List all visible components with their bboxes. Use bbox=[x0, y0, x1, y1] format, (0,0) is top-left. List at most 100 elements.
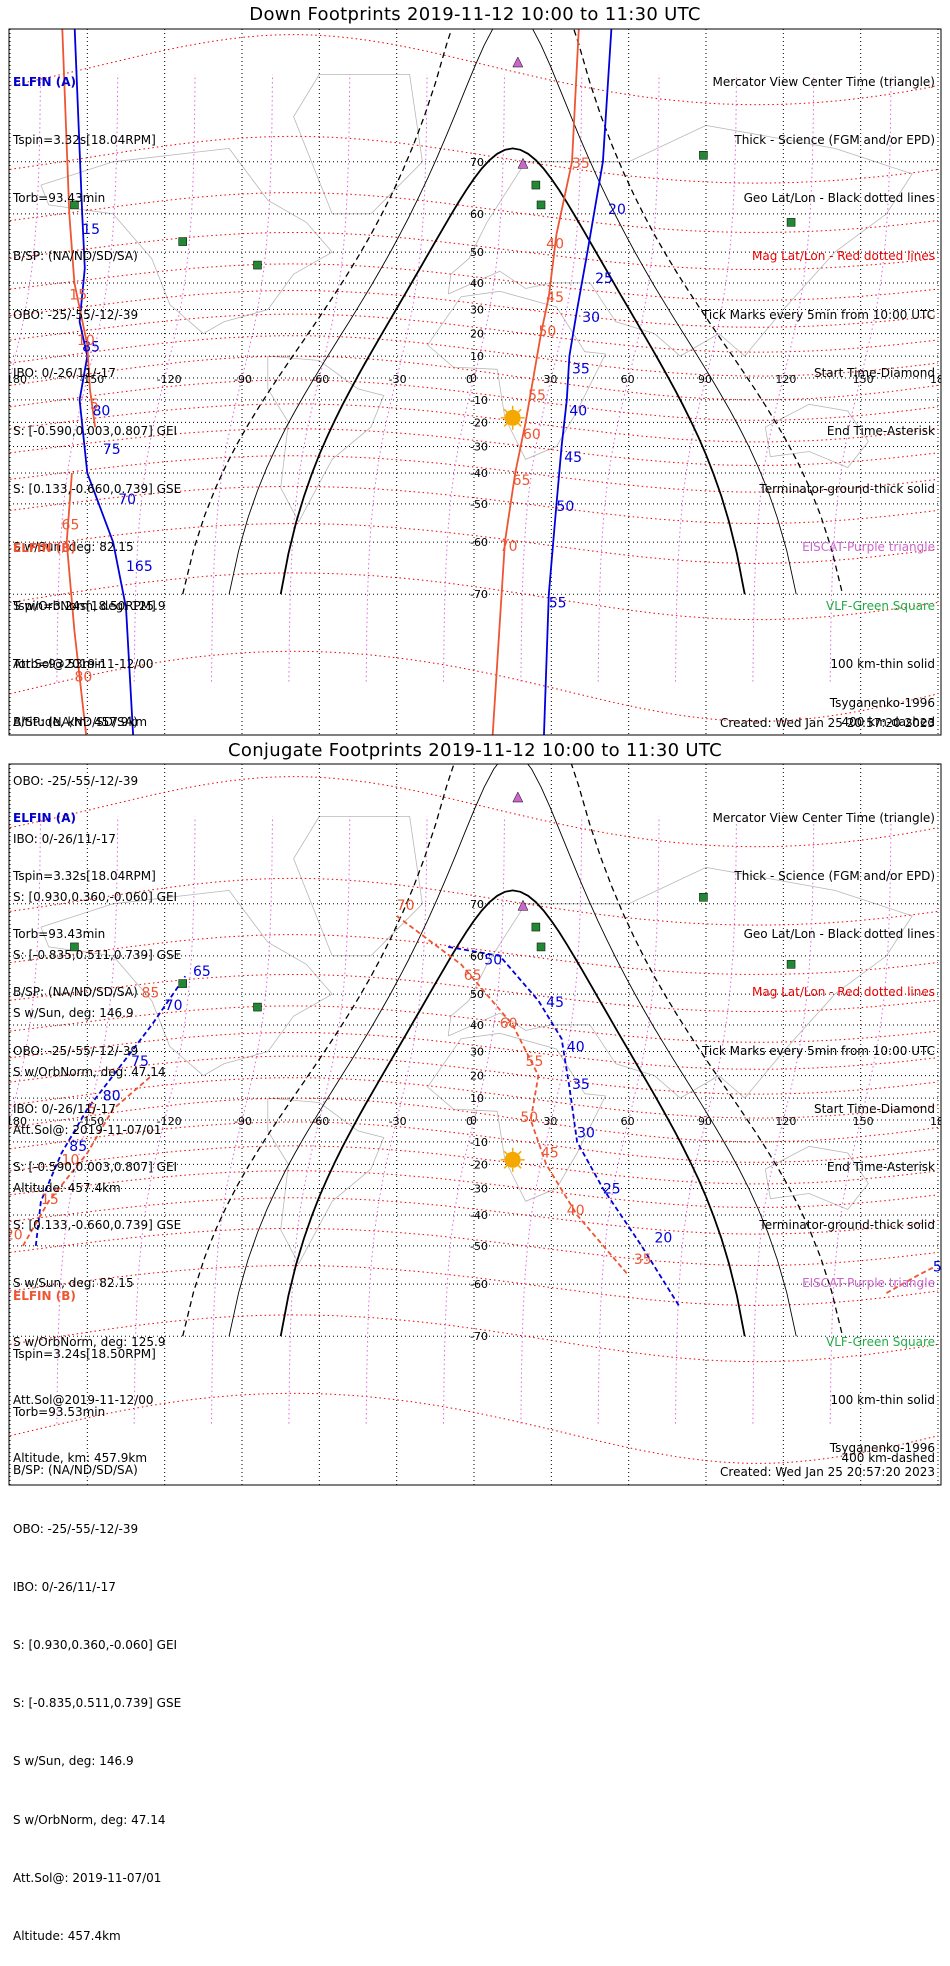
legend-line: Tick Marks every 5min from 10:00 UTC bbox=[701, 307, 935, 322]
mag-meridian bbox=[675, 74, 737, 682]
elfin-b-tick-label: 85 bbox=[141, 985, 159, 1001]
geo-grid bbox=[9, 764, 941, 1485]
elfin-b-tick-label: 50 bbox=[538, 324, 556, 340]
info-line: B/SP: (NA/ND/SD/SA) bbox=[13, 715, 138, 730]
legend-line: 100 km-thin solid bbox=[830, 656, 935, 671]
elfin-b-tick-label: 10 bbox=[62, 1152, 80, 1168]
elfin-a-tick-label: 70 bbox=[165, 998, 183, 1014]
info-line: IBO: 0/-26/11/-17 bbox=[13, 1579, 116, 1594]
lat-tick-label: -60 bbox=[470, 1278, 488, 1291]
terminator-100km bbox=[228, 764, 797, 1337]
info-line: IBO: 0/-26/11/-17 bbox=[13, 1101, 116, 1116]
sun-ray bbox=[503, 422, 508, 427]
map-frame bbox=[8, 28, 942, 736]
mag-parallel bbox=[9, 776, 939, 848]
center-time-triangle bbox=[512, 791, 524, 803]
info-line: Torb=93.53min bbox=[13, 1405, 106, 1420]
terminator-400km bbox=[182, 764, 844, 1337]
lat-tick-label: 40 bbox=[470, 1019, 484, 1032]
info-line: Tspin=3.24s[18.50RPM] bbox=[13, 599, 156, 614]
info-line: Att.Sol@2019-11-12/00 bbox=[13, 1392, 154, 1407]
info-line: Altitude: 457.4km bbox=[13, 1181, 121, 1196]
lon-tick-label: 90 bbox=[698, 373, 712, 386]
map-layers: 1585807570165202530354045505535404550556… bbox=[9, 29, 941, 735]
elfin-b-name: ELFIN (B) bbox=[13, 1288, 76, 1303]
panel-1-model: Tsyganenko-1996 bbox=[829, 696, 935, 710]
vlf-square bbox=[536, 200, 546, 210]
elfin-a-tick-label: 80 bbox=[92, 404, 110, 420]
sun-ray bbox=[503, 1150, 508, 1155]
legend-line: VLF-Green Square bbox=[826, 1334, 935, 1349]
info-line: OBO: -25/-55/-12/-39 bbox=[13, 307, 139, 322]
info-line: S: [0.930,0.360,-0.060] GEI bbox=[13, 1638, 178, 1653]
elfin-a-track-east bbox=[543, 29, 613, 735]
lat-tick-label: 70 bbox=[470, 898, 484, 911]
elfin-a-tick-label: 85 bbox=[69, 1139, 87, 1155]
legend-line: EISCAT-Purple triangle bbox=[802, 1276, 935, 1291]
lon-tick-label: -30 bbox=[389, 373, 407, 386]
lat-tick-label: 70 bbox=[470, 156, 484, 169]
lat-tick-label: -20 bbox=[470, 1158, 488, 1171]
elfin-b-tick-label: 20 bbox=[5, 1227, 23, 1243]
vlf-square bbox=[699, 151, 708, 160]
elfin-b-track-far-east bbox=[885, 1266, 934, 1294]
info-line: OBO: -25/-55/-12/-39 bbox=[13, 1521, 139, 1536]
mag-meridian bbox=[133, 816, 196, 1424]
vlf-square bbox=[531, 922, 541, 932]
elfin-b-tick-label: 35 bbox=[572, 156, 590, 172]
mag-parallel bbox=[9, 650, 939, 722]
elfin-a-tick-label: 50 bbox=[556, 499, 574, 515]
panel-2-model: Tsyganenko-1996 bbox=[829, 1441, 935, 1455]
panel-2-created: Created: Wed Jan 25 20:57:20 2023 bbox=[720, 1465, 935, 1479]
elfin-b-track-east bbox=[396, 915, 630, 1277]
mag-parallel bbox=[9, 1392, 939, 1464]
elfin-b-tick-label: 55 bbox=[526, 1054, 544, 1070]
legend-line: Tick Marks every 5min from 10:00 UTC bbox=[701, 1043, 935, 1058]
mag-meridian bbox=[520, 74, 583, 682]
elfin-b-tick-label: 65 bbox=[62, 518, 80, 534]
elfin-b-tick-label: 60 bbox=[500, 1016, 518, 1032]
coastline-2 bbox=[427, 1032, 607, 1202]
legend-line: Terminator-ground-thick solid bbox=[759, 482, 935, 497]
coastlines bbox=[40, 74, 913, 523]
elfin-a-tick-label: 20 bbox=[654, 1231, 672, 1247]
coastline-2 bbox=[427, 290, 607, 460]
info-line: Att.Sol@: 2019-11-07/01 bbox=[13, 1122, 162, 1137]
lat-tick-label: 50 bbox=[470, 246, 484, 259]
elfin-b-track-east bbox=[491, 29, 580, 735]
panel-2-legend: Mercator View Center Time (triangle) Thi… bbox=[702, 770, 935, 1488]
elfin-a-tick-label: 35 bbox=[572, 362, 590, 378]
info-line: OBO: -25/-55/-12/-39 bbox=[13, 1043, 139, 1058]
legend-line: Geo Lat/Lon - Black dotted lines bbox=[743, 927, 935, 942]
eiscat-triangle bbox=[517, 899, 529, 911]
vlf-square bbox=[70, 942, 79, 952]
legend-line: Start Time-Diamond bbox=[813, 365, 935, 380]
elfin-b-tick-label: 45 bbox=[541, 1146, 559, 1162]
elfin-b-tick-label: 50 bbox=[520, 1110, 538, 1126]
lat-tick-label: 20 bbox=[470, 328, 484, 341]
sun-icon bbox=[500, 1147, 525, 1172]
mag-meridian bbox=[365, 816, 428, 1424]
lon-tick-label: -90 bbox=[234, 373, 252, 386]
lon-tick-label: -90 bbox=[234, 1115, 252, 1128]
elfin-a-name: ELFIN (A) bbox=[13, 74, 76, 89]
lon-tick-label: -150 bbox=[79, 1115, 104, 1128]
lon-tick-label: 30 bbox=[543, 1115, 557, 1128]
lat-tick-label: -30 bbox=[470, 440, 488, 453]
lon-tick-label: 0 bbox=[466, 373, 473, 386]
coastline-4 bbox=[764, 403, 869, 468]
legend-line: Mercator View Center Time (triangle) bbox=[712, 810, 935, 825]
lon-tick-label: 60 bbox=[621, 1115, 635, 1128]
lat-tick-label: -50 bbox=[470, 1240, 488, 1253]
map-frame bbox=[8, 763, 942, 1486]
mag-meridian bbox=[9, 74, 41, 385]
elfin-b-tick-label: 10 bbox=[77, 333, 95, 349]
lon-tick-label: 150 bbox=[853, 1115, 874, 1128]
lat-tick-label: -60 bbox=[470, 536, 488, 549]
legend-line: Start Time-Diamond bbox=[813, 1101, 935, 1116]
elfin-b-tick-label: 80 bbox=[74, 670, 92, 686]
coastline-1 bbox=[267, 355, 385, 523]
lon-tick-label: 120 bbox=[775, 1115, 796, 1128]
sun-ray bbox=[517, 422, 522, 427]
lat-tick-label: 60 bbox=[470, 950, 484, 963]
